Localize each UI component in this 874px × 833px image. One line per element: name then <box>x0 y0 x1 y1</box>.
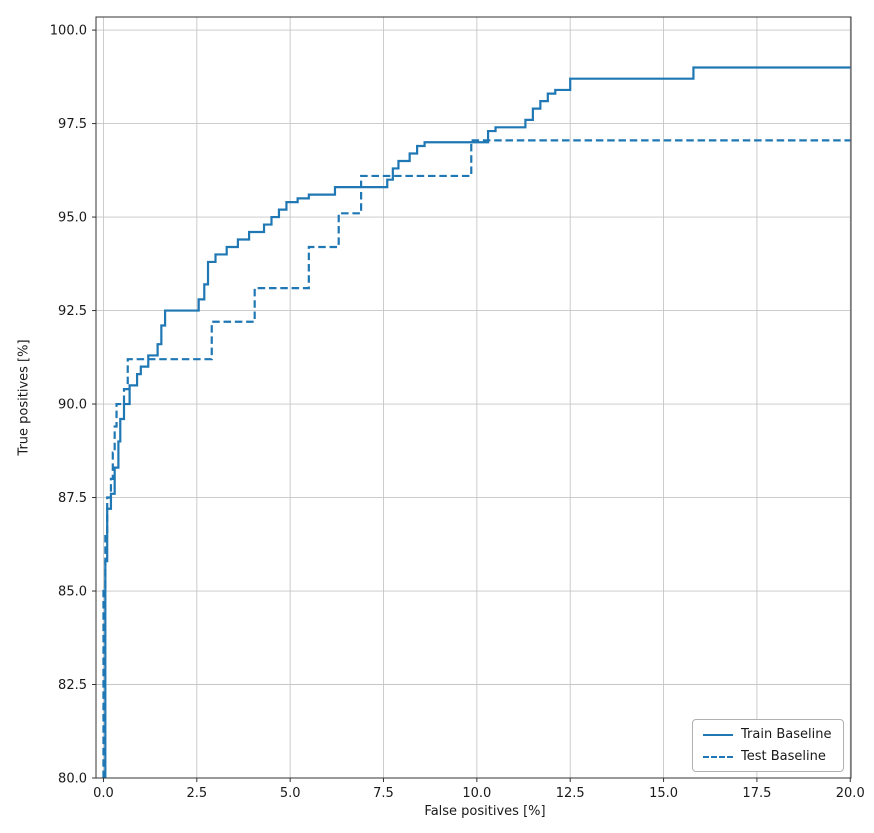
y-tick-label: 92.5 <box>58 304 87 319</box>
x-tick-label: 2.5 <box>186 786 207 801</box>
y-tick-label: 97.5 <box>58 117 87 132</box>
x-axis-label: False positives [%] <box>424 804 546 819</box>
x-tick-label: 10.0 <box>462 786 491 801</box>
legend: Train Baseline Test Baseline <box>692 719 844 772</box>
y-tick-label: 95.0 <box>58 211 87 226</box>
y-tick-label: 87.5 <box>58 491 87 506</box>
series-line-test <box>102 139 851 778</box>
x-tick-label: 0.0 <box>93 786 114 801</box>
axes-frame <box>95 16 852 779</box>
solid-line-swatch <box>703 733 733 736</box>
plot-background <box>96 17 851 778</box>
y-tick-label: 90.0 <box>58 398 87 413</box>
legend-item-test: Test Baseline <box>703 749 833 764</box>
x-tick-label: 7.5 <box>373 786 394 801</box>
y-axis-label: True positives [%] <box>16 339 32 456</box>
x-tick-label: 5.0 <box>280 786 301 801</box>
x-tick-label: 12.5 <box>556 786 585 801</box>
legend-item-train: Train Baseline <box>703 727 833 742</box>
x-tick-label: 17.5 <box>742 786 771 801</box>
y-tick-label: 82.5 <box>58 678 87 693</box>
series-line-train <box>104 66 851 778</box>
legend-label-train: Train Baseline <box>741 727 832 742</box>
legend-label-test: Test Baseline <box>741 749 826 764</box>
dashed-line-swatch <box>703 755 733 758</box>
x-tick-label: 20.0 <box>836 786 865 801</box>
y-tick-label: 80.0 <box>58 772 87 787</box>
y-tick-label: 85.0 <box>58 585 87 600</box>
y-tick-label: 100.0 <box>50 24 87 39</box>
x-tick-label: 15.0 <box>649 786 678 801</box>
